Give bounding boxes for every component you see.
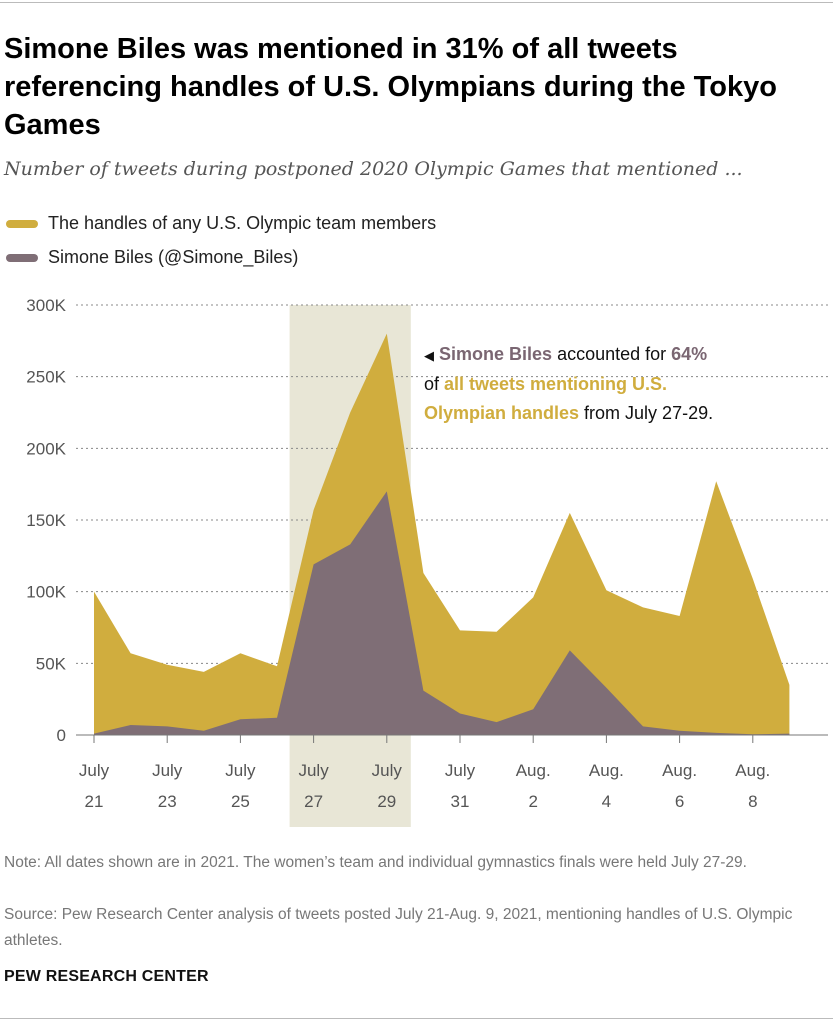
x-tick-label: 6 [675, 792, 684, 811]
x-tick-label: 23 [158, 792, 177, 811]
x-tick-label: July [372, 761, 403, 780]
x-tick-label: July [445, 761, 476, 780]
bottom-rule [0, 1018, 833, 1019]
y-axis: 0 50K 100K 150K 200K 250K 300K [26, 296, 66, 745]
x-tick-label: July [298, 761, 329, 780]
y-tick-label: 50K [36, 654, 67, 673]
legend-label-all: The handles of any U.S. Olympic team mem… [48, 213, 436, 234]
source: Source: Pew Research Center analysis of … [4, 902, 829, 954]
y-tick-label: 150K [26, 511, 66, 530]
x-tick-label: Aug. [662, 761, 697, 780]
x-tick-label: 29 [377, 792, 396, 811]
legend-swatch-biles [6, 254, 38, 262]
y-tick-label: 100K [26, 583, 66, 602]
legend-item-biles: Simone Biles (@Simone_Biles) [6, 247, 298, 268]
x-tick-label: July [79, 761, 110, 780]
brand-logo-text: PEW RESEARCH CENTER [4, 968, 209, 986]
annotation-percent: 64% [671, 344, 707, 364]
legend-label-biles: Simone Biles (@Simone_Biles) [48, 247, 298, 268]
y-tick-label: 0 [57, 726, 66, 745]
chart-title: Simone Biles was mentioned in 31% of all… [4, 30, 804, 144]
y-tick-label: 250K [26, 368, 66, 387]
x-tick-label: July [225, 761, 256, 780]
x-tick-label: Aug. [516, 761, 551, 780]
y-tick-label: 300K [26, 296, 66, 315]
annotation-arrow-icon: ◀ [424, 348, 434, 363]
note: Note: All dates shown are in 2021. The w… [4, 850, 829, 876]
x-tick-label: 25 [231, 792, 250, 811]
x-tick-label: 31 [451, 792, 470, 811]
x-tick-label: 21 [85, 792, 104, 811]
top-rule [0, 2, 833, 3]
legend-swatch-all [6, 220, 38, 228]
x-axis: July 21 July 23 July 25 July 27 July 29 July 31 Aug.… [79, 735, 770, 811]
annotation-biles: Simone Biles [439, 344, 552, 364]
x-tick-label: 4 [602, 792, 611, 811]
x-tick-label: Aug. [589, 761, 624, 780]
annotation: ◀ Simone Biles accounted for 64% of all … [424, 340, 714, 428]
y-tick-label: 200K [26, 439, 66, 458]
x-tick-label: Aug. [735, 761, 770, 780]
x-tick-label: 2 [528, 792, 537, 811]
annotation-text-1: accounted for [552, 344, 671, 364]
x-tick-label: July [152, 761, 183, 780]
chart-subtitle: Number of tweets during postponed 2020 O… [4, 158, 743, 180]
legend-item-all: The handles of any U.S. Olympic team mem… [6, 213, 436, 234]
x-tick-label: 27 [304, 792, 323, 811]
x-tick-label: 8 [748, 792, 757, 811]
annotation-text-2: of [424, 374, 444, 394]
annotation-text-3: from July 27-29. [579, 403, 713, 423]
